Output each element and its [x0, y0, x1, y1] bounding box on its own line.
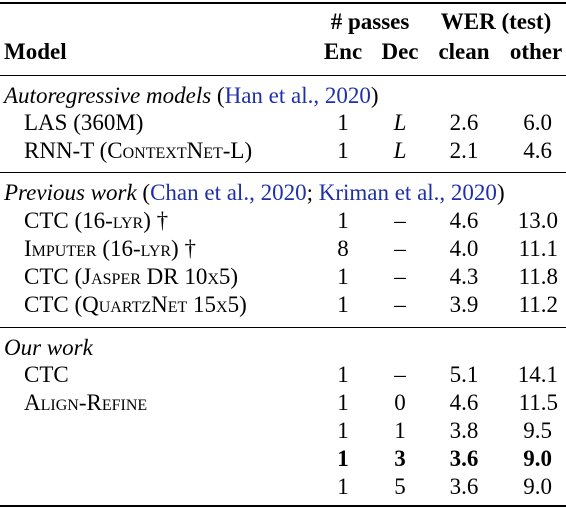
wer-clean-cell: 4.0 — [449, 236, 479, 261]
group-title: Autoregressive models — [4, 83, 212, 108]
wer-clean-cell: 2.6 — [449, 110, 479, 135]
header-enc: Enc — [323, 39, 363, 64]
model-name: LAS (360M) — [24, 110, 144, 135]
model-name: CTC (Jasper DR 10x5) — [24, 264, 239, 289]
model-name: Align-Refine — [24, 390, 148, 415]
header-other: other — [509, 39, 563, 64]
wer-other-cell: 13.0 — [517, 208, 558, 233]
dec-cell-best: 3 — [394, 446, 406, 471]
citation-link[interactable]: Han et al., 2020 — [224, 83, 371, 108]
enc-cell: 1 — [337, 208, 349, 233]
enc-cell: 8 — [337, 236, 349, 261]
wer-clean-cell: 5.1 — [449, 362, 479, 387]
model-name: CTC — [24, 362, 69, 387]
wer-clean-cell: 4.6 — [449, 208, 479, 233]
enc-cell: 1 — [337, 390, 349, 415]
citation-link[interactable]: Kriman et al., 2020 — [318, 180, 497, 205]
dec-cell: L — [393, 110, 407, 135]
enc-cell: 1 — [337, 292, 349, 317]
header-rule — [0, 75, 566, 76]
dec-cell: – — [394, 208, 406, 233]
section-rule-2 — [0, 327, 566, 328]
dec-cell: 5 — [394, 474, 406, 499]
wer-other-cell: 6.0 — [523, 110, 552, 135]
wer-other-cell: 11.5 — [518, 390, 558, 415]
wer-clean-cell: 3.9 — [449, 292, 479, 317]
dec-cell: – — [394, 264, 406, 289]
header-clean: clean — [438, 39, 490, 64]
dec-cell: – — [394, 236, 406, 261]
group-title-our-work: Our work — [4, 335, 93, 360]
enc-cell: 1 — [337, 110, 349, 135]
wer-other-cell: 9.0 — [523, 474, 552, 499]
section-rule-1 — [0, 172, 566, 173]
wer-clean-cell: 4.3 — [449, 264, 479, 289]
header-passes: # passes — [330, 9, 410, 34]
group-title: Previous work — [4, 180, 137, 205]
model-name: RNN-T (ContextNet-L) — [24, 138, 253, 163]
wer-other-cell: 11.8 — [518, 264, 558, 289]
wer-clean-cell: 3.8 — [449, 418, 479, 443]
group-title-paren-open: ( — [136, 180, 151, 205]
group-title-autoregressive: Autoregressive models (Han et al., 2020) — [4, 83, 379, 109]
wer-other-cell: 14.1 — [517, 362, 558, 387]
model-name: Imputer (16-lyr) † — [24, 236, 196, 261]
wer-other-cell: 11.2 — [518, 292, 558, 317]
enc-cell: 1 — [337, 362, 349, 387]
wer-clean-cell: 4.6 — [449, 390, 479, 415]
dec-cell: 1 — [394, 418, 406, 443]
wer-clean-cell-best: 3.6 — [449, 446, 479, 471]
header-wer: WER (test) — [440, 9, 552, 34]
enc-cell: 1 — [337, 264, 349, 289]
citation-separator: ; — [306, 180, 319, 205]
dec-cell: 0 — [394, 390, 406, 415]
group-title-paren-close: ) — [370, 83, 379, 108]
bottom-rule — [0, 505, 566, 507]
enc-cell: 1 — [337, 418, 349, 443]
header-model: Model — [4, 39, 67, 64]
model-name: CTC (16-lyr) † — [24, 208, 169, 233]
header-dec: Dec — [381, 39, 419, 64]
dec-cell: – — [394, 292, 406, 317]
enc-cell: 1 — [337, 474, 349, 499]
group-title-paren-close: ) — [496, 180, 505, 205]
model-name: CTC (QuartzNet 15x5) — [24, 292, 247, 317]
wer-other-cell: 9.5 — [523, 418, 552, 443]
enc-cell-best: 1 — [337, 446, 349, 471]
enc-cell: 1 — [337, 138, 349, 163]
wer-clean-cell: 2.1 — [449, 138, 479, 163]
wer-clean-cell: 3.6 — [449, 474, 479, 499]
top-rule — [0, 2, 566, 4]
group-title-previous-work: Previous work (Chan et al., 2020; Kriman… — [4, 180, 505, 206]
dec-cell: L — [393, 138, 407, 163]
group-title-paren-open: ( — [211, 83, 225, 108]
dec-cell: – — [394, 362, 406, 387]
wer-other-cell: 4.6 — [523, 138, 552, 163]
wer-other-cell-best: 9.0 — [523, 446, 552, 471]
wer-other-cell: 11.1 — [518, 236, 558, 261]
citation-link[interactable]: Chan et al., 2020 — [150, 180, 307, 205]
